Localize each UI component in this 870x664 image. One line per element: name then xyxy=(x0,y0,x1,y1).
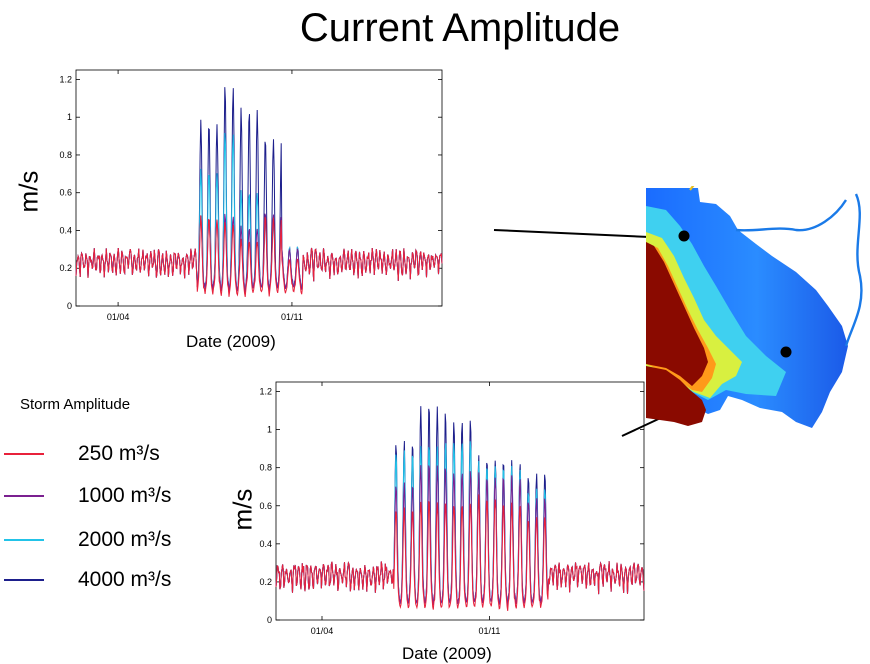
plot-frame xyxy=(75,69,443,307)
x-tick-label: 01/11 xyxy=(281,312,303,322)
legend-label: 2000 m³/s xyxy=(78,528,172,551)
bottom-chart: 0 0.2 0.4 0.6 0.8 1 1.2 01/04 01/11 xyxy=(259,381,645,636)
y-tick-label: 1 xyxy=(67,112,72,122)
legend-label: 250 m³/s xyxy=(78,442,160,465)
legend-swatch xyxy=(4,495,44,497)
series-line xyxy=(275,494,645,611)
y-tick-label: 0.8 xyxy=(59,150,72,160)
y-tick-label: 0.6 xyxy=(59,188,72,198)
legend-label: 1000 m³/s xyxy=(78,484,172,507)
legend-title: Storm Amplitude xyxy=(20,396,131,413)
y-tick-label: 0.2 xyxy=(259,577,272,587)
river xyxy=(844,193,863,347)
x-tick-label: 01/04 xyxy=(311,626,334,636)
y-tick-label: 0.8 xyxy=(259,463,272,473)
y-tick-label: 0.4 xyxy=(59,225,72,235)
page-title: Current Amplitude xyxy=(299,6,621,50)
x-tick-label: 01/11 xyxy=(479,626,501,636)
legend-item: 250 m³/s xyxy=(0,442,240,466)
legend-label: 4000 m³/s xyxy=(78,568,172,591)
land-area-edge xyxy=(646,366,706,426)
estuary-map xyxy=(646,186,863,428)
river xyxy=(735,199,848,232)
legend-item: 2000 m³/s xyxy=(0,528,240,552)
top-chart-xlabel: Date (2009) xyxy=(186,332,276,351)
land-area xyxy=(646,242,708,386)
y-tick-label: 0 xyxy=(67,301,72,311)
river-mouth xyxy=(689,186,695,191)
y-tick-label: 1 xyxy=(267,425,272,435)
legend-swatch xyxy=(4,453,44,455)
legend-item: 1000 m³/s xyxy=(0,484,240,508)
y-tick-label: 0.2 xyxy=(59,263,72,273)
y-tick-label: 1.2 xyxy=(259,387,272,397)
station-2-marker xyxy=(780,346,792,358)
y-tick-label: 1.2 xyxy=(59,74,72,84)
top-chart: 0 0.2 0.4 0.6 0.8 1 1.2 01/04 01/11 xyxy=(59,69,443,322)
legend-swatch xyxy=(4,579,44,581)
y-tick-label: 0 xyxy=(267,615,272,625)
bottom-chart-xlabel: Date (2009) xyxy=(402,644,492,663)
y-tick-label: 0.4 xyxy=(259,539,272,549)
y-tick-label: 0.6 xyxy=(259,501,272,511)
x-tick-label: 01/04 xyxy=(107,312,130,322)
legend-item: 4000 m³/s xyxy=(0,568,240,592)
legend-swatch xyxy=(4,539,44,541)
series-line xyxy=(75,215,443,297)
plot-frame xyxy=(275,381,645,621)
station-1-marker xyxy=(678,230,690,242)
